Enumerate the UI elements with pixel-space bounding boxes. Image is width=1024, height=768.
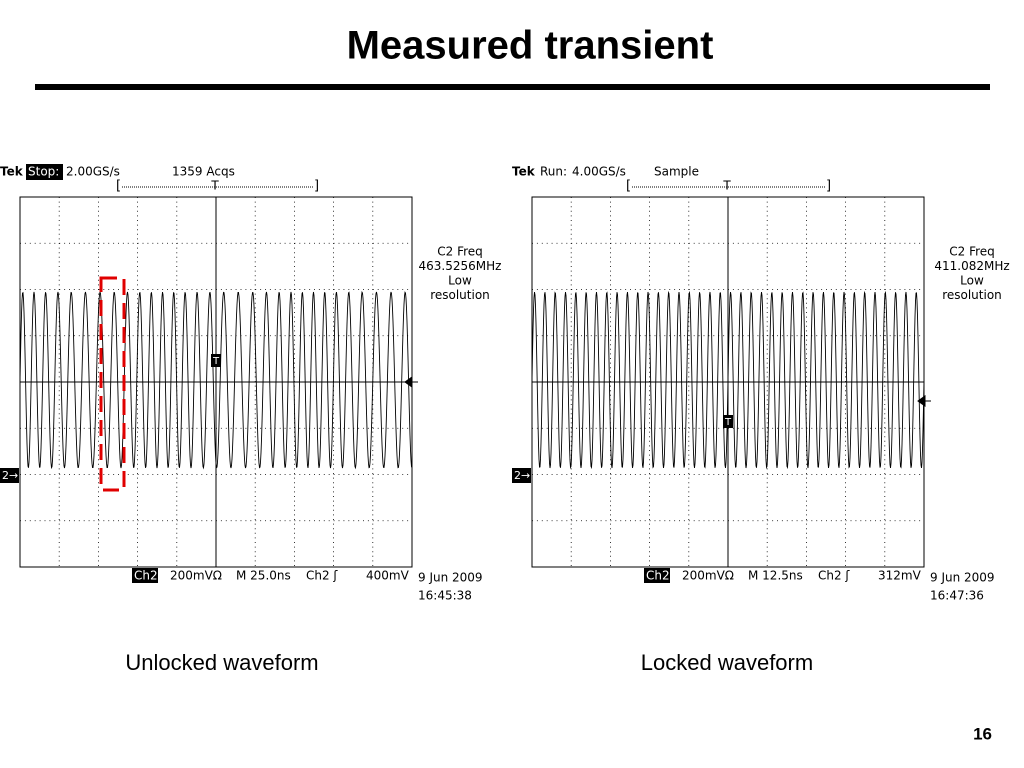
- trigger-marker: T: [212, 356, 220, 367]
- trigger-marker-box: [211, 354, 221, 367]
- record-bracket-right: ]: [314, 179, 319, 194]
- trigger-source: Ch2 ʃ: [306, 569, 338, 583]
- measurement-readout: 411.082MHz: [934, 259, 1009, 273]
- measurement-readout: C2 Freq: [949, 245, 995, 259]
- ground-marker-box: [512, 468, 531, 483]
- channel-highlight: [644, 568, 670, 583]
- acquisition-mode: Run:: [540, 165, 567, 179]
- date: 9 Jun 2009: [418, 571, 483, 585]
- ground-marker: 2→: [514, 469, 530, 482]
- trigger-level: 400mV: [366, 569, 410, 583]
- vertical-scale: 200mVΩ: [170, 569, 222, 583]
- date: 9 Jun 2009: [930, 571, 995, 585]
- acquisition-mode: Stop:: [28, 165, 59, 179]
- sample-rate: 2.00GS/s: [66, 165, 120, 179]
- highlight-box: [99, 276, 126, 492]
- channel: Ch2: [134, 569, 158, 583]
- timebase: M 25.0ns: [236, 569, 291, 583]
- record-bracket-left: [: [626, 179, 631, 194]
- acquisition-count: Sample: [654, 165, 699, 179]
- trigger-level-arrow: [404, 376, 418, 388]
- timebase: M 12.5ns: [748, 569, 803, 583]
- trigger-position: T: [210, 179, 219, 193]
- title-rule: [35, 84, 990, 90]
- trigger-level-arrow: [917, 395, 931, 407]
- mode-highlight: [26, 164, 63, 180]
- measurement-readout: 463.5256MHz: [419, 259, 502, 273]
- record-bracket-left: [: [116, 179, 121, 194]
- slide-title: Measured transient: [347, 24, 714, 68]
- measurement-readout: resolution: [942, 288, 1002, 302]
- measurement-readout: Low: [960, 274, 984, 288]
- measurement-readout: C2 Freq: [437, 245, 483, 259]
- measurement-readout: Low: [448, 274, 472, 288]
- trigger-marker-box: [723, 415, 733, 428]
- trigger-marker: T: [724, 417, 732, 428]
- caption: Locked waveform: [641, 650, 813, 675]
- caption: Unlocked waveform: [125, 650, 318, 675]
- channel: Ch2: [646, 569, 670, 583]
- page-number: 16: [973, 724, 992, 743]
- oscilloscope-screen: Tek Run: 4.00GS/s Sample [] T T 2→ C2 Freq411.08…: [512, 165, 1010, 603]
- time: 16:45:38: [418, 589, 472, 603]
- waveform: [531, 290, 925, 470]
- record-bracket-right: ]: [826, 179, 831, 194]
- measurement-readout: resolution: [430, 288, 490, 302]
- acquisition-count: 1359 Acqs: [172, 165, 235, 179]
- trigger-level: 312mV: [878, 569, 922, 583]
- brand: Tek: [0, 165, 24, 179]
- sample-rate: 4.00GS/s: [572, 165, 626, 179]
- trigger-position: T: [722, 179, 731, 193]
- vertical-scale: 200mVΩ: [682, 569, 734, 583]
- oscilloscope-screen: Tek Stop: 2.00GS/s 1359 Acqs [] T T 2→ C2 Freq46…: [0, 164, 501, 603]
- ground-marker-box: [0, 468, 19, 483]
- ground-marker: 2→: [2, 469, 18, 482]
- brand: Tek: [512, 165, 536, 179]
- trigger-source: Ch2 ʃ: [818, 569, 850, 583]
- waveform: [19, 290, 413, 470]
- time: 16:47:36: [930, 589, 984, 603]
- channel-highlight: [132, 568, 158, 583]
